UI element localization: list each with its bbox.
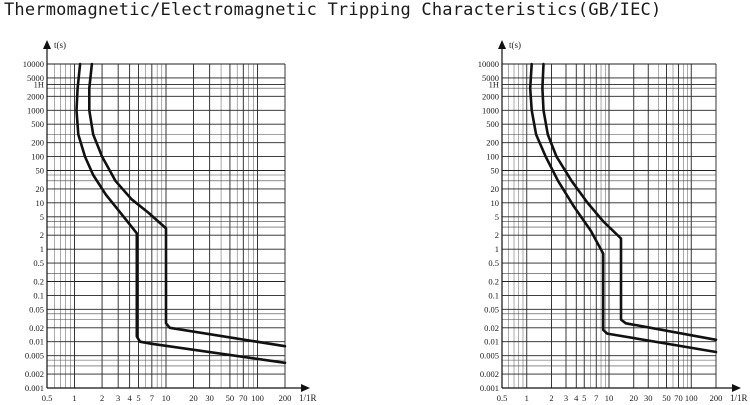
y-tick-label: 0.02	[484, 323, 499, 333]
y-tick-label: 0.1	[33, 290, 44, 300]
y-tick-label: 200	[486, 138, 499, 148]
tripping-curve-1	[75, 62, 287, 365]
x-tick-label: 3	[116, 393, 120, 403]
x-tick-label: 50	[662, 393, 671, 403]
x-tick-label: 30	[644, 393, 653, 403]
x-axis-label: 1/1R	[730, 393, 748, 403]
y-tick-label: 5000	[27, 73, 44, 83]
tripping-curve-1	[528, 62, 718, 354]
y-axis-label: t(s)	[509, 40, 521, 50]
x-tick-label: 1	[72, 393, 76, 403]
x-tick-label: 10	[162, 393, 171, 403]
x-tick-label: 7	[150, 393, 154, 403]
y-tick-label: 0.05	[29, 304, 44, 314]
y-tick-label: 2000	[482, 91, 499, 101]
y-tick-label: 1000	[482, 105, 499, 115]
y-tick-label: 2	[40, 230, 44, 240]
x-tick-label: 200	[279, 393, 292, 403]
y-tick-label: 0.002	[25, 369, 44, 379]
y-axis-arrow-icon	[43, 40, 51, 49]
y-tick-label: 200	[31, 138, 44, 148]
y-tick-label: 2000	[27, 91, 44, 101]
y-tick-label: 0.1	[488, 290, 499, 300]
x-tick-label: 0.5	[42, 393, 53, 403]
x-tick-label: 7	[594, 393, 598, 403]
y-tick-label: 0.05	[484, 304, 499, 314]
x-tick-label: 3	[564, 393, 568, 403]
x-tick-label: 200	[710, 393, 723, 403]
y-tick-label: 0.5	[33, 258, 44, 268]
y-tick-label: 0.005	[480, 351, 499, 361]
y-tick-label: 10000	[23, 59, 44, 69]
y-tick-label: 20	[36, 184, 45, 194]
x-tick-label: 10	[605, 393, 614, 403]
x-tick-label: 100	[251, 393, 264, 403]
y-axis-arrow-icon	[498, 40, 506, 49]
y-tick-label: 1	[495, 244, 499, 254]
y-tick-label: 1H	[34, 80, 44, 90]
x-axis-arrow-icon	[301, 384, 310, 392]
y-tick-label: 500	[31, 119, 44, 129]
x-tick-label: 0.5	[497, 393, 508, 403]
y-tick-label: 0.001	[480, 383, 499, 393]
tripping-curve-2	[541, 62, 718, 342]
x-tick-label: 70	[674, 393, 683, 403]
y-tick-label: 0.2	[488, 276, 499, 286]
x-tick-label: 4	[127, 393, 132, 403]
y-tick-label: 500	[486, 119, 499, 129]
x-tick-label: 2	[100, 393, 104, 403]
y-tick-label: 0.01	[29, 337, 44, 347]
y-tick-label: 50	[491, 166, 500, 176]
y-tick-label: 0.01	[484, 337, 499, 347]
y-tick-label: 0.002	[480, 369, 499, 379]
y-tick-label: 1	[40, 244, 44, 254]
y-tick-label: 5	[40, 212, 44, 222]
y-tick-label: 0.2	[33, 276, 44, 286]
x-tick-label: 5	[136, 393, 140, 403]
x-tick-label: 20	[630, 393, 639, 403]
x-tick-label: 1	[525, 393, 529, 403]
y-tick-label: 100	[486, 152, 499, 162]
y-tick-label: 100	[31, 152, 44, 162]
y-tick-label: 10000	[478, 59, 499, 69]
x-tick-label: 70	[239, 393, 248, 403]
y-tick-label: 5	[495, 212, 499, 222]
x-tick-label: 100	[685, 393, 698, 403]
y-tick-label: 0.001	[25, 383, 44, 393]
page-title: Thermomagnetic/Electromagnetic Tripping …	[4, 0, 662, 20]
y-tick-label: 5000	[482, 73, 499, 83]
x-tick-label: 2	[549, 393, 553, 403]
y-tick-label: 20	[491, 184, 500, 194]
x-tick-label: 20	[189, 393, 198, 403]
tripping-curve-2	[88, 62, 287, 348]
x-tick-label: 4	[574, 393, 579, 403]
y-tick-label: 2	[495, 230, 499, 240]
x-tick-label: 5	[582, 393, 586, 403]
y-tick-label: 10	[36, 198, 45, 208]
y-tick-label: 10	[491, 198, 500, 208]
y-tick-label: 50	[36, 166, 45, 176]
y-tick-label: 0.5	[488, 258, 499, 268]
x-tick-label: 30	[205, 393, 214, 403]
y-tick-label: 1000	[27, 105, 44, 115]
x-tick-label: 50	[226, 393, 235, 403]
x-axis-label: 1/1R	[299, 393, 317, 403]
y-tick-label: 0.02	[29, 323, 44, 333]
y-axis-label: t(s)	[54, 40, 66, 50]
y-tick-label: 1H	[489, 80, 499, 90]
y-tick-label: 0.005	[25, 351, 44, 361]
x-axis-arrow-icon	[732, 384, 741, 392]
